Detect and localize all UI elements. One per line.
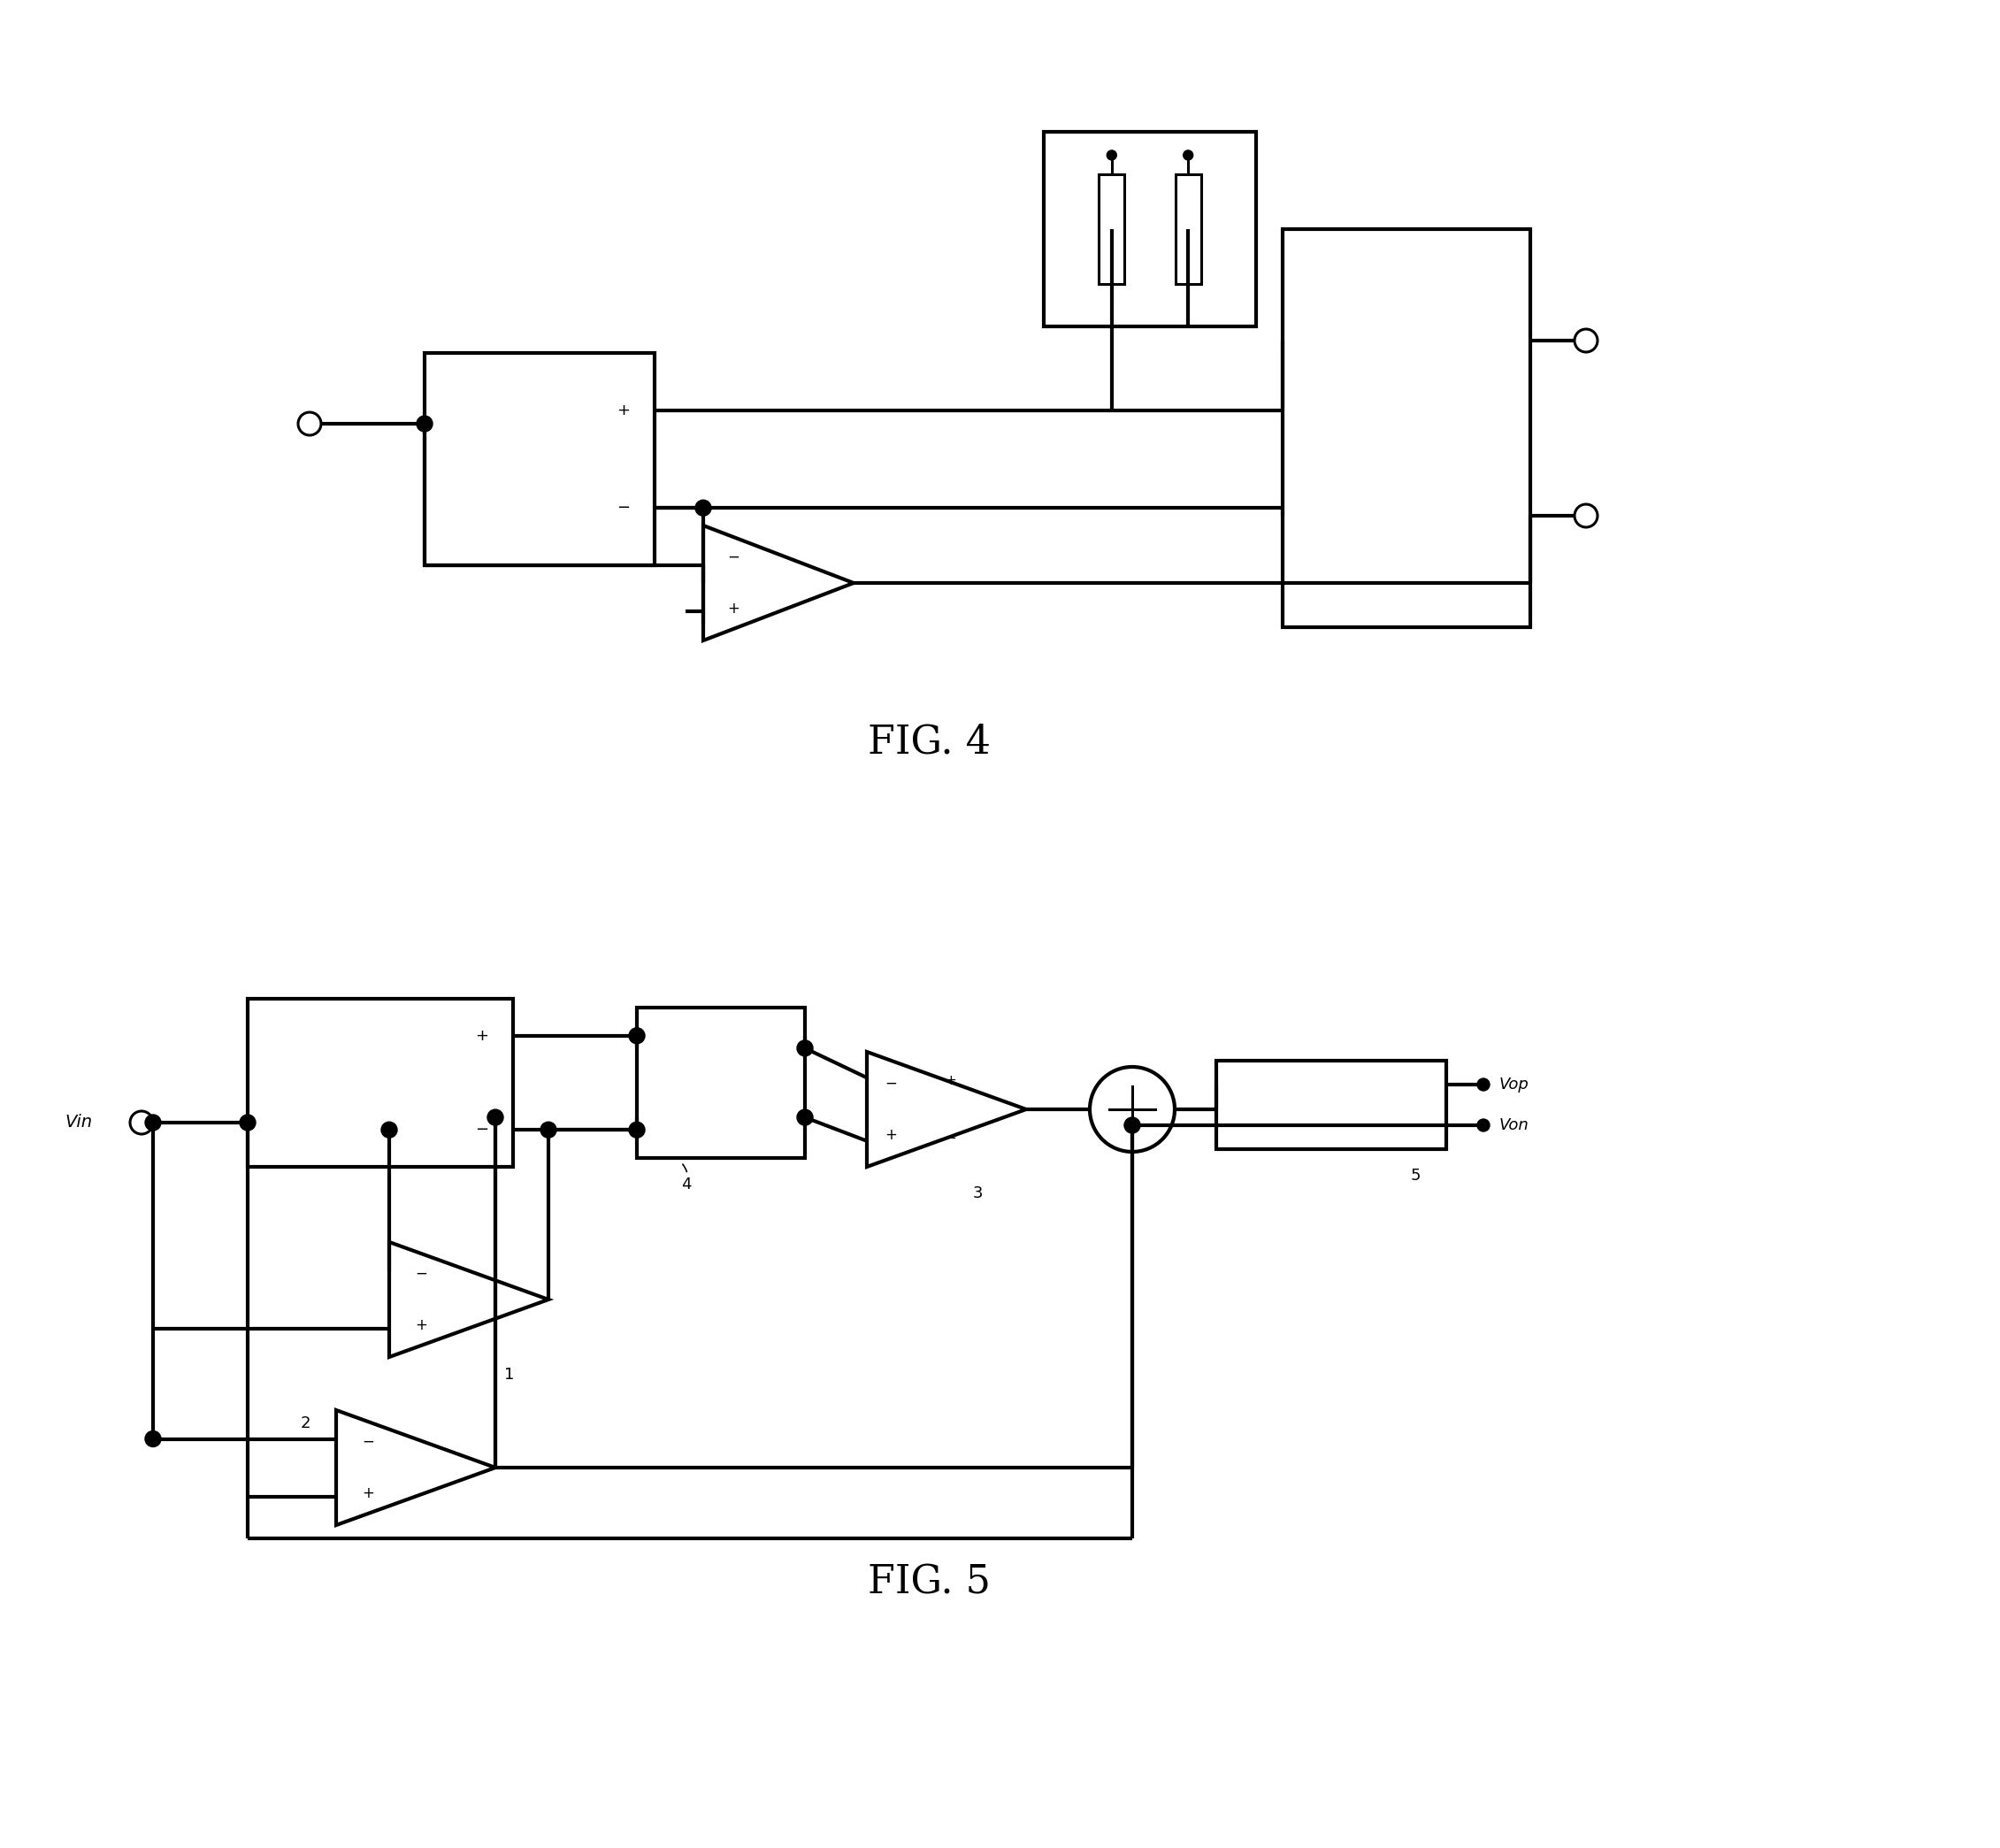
Text: −: −: [944, 1131, 956, 1144]
Text: +: +: [476, 1027, 488, 1044]
Text: 4: 4: [682, 1164, 692, 1192]
Text: +: +: [728, 601, 740, 617]
Text: +: +: [884, 1127, 896, 1144]
Bar: [1176, 174, 1200, 283]
Text: FIG. 4: FIG. 4: [868, 723, 990, 761]
Circle shape: [796, 1040, 812, 1057]
Text: Von: Von: [1500, 1118, 1530, 1133]
Text: 2: 2: [300, 1416, 310, 1432]
Text: −: −: [476, 1122, 488, 1138]
Bar: [1282, 229, 1530, 626]
Circle shape: [382, 1122, 398, 1138]
Circle shape: [146, 1114, 160, 1131]
Circle shape: [628, 1122, 644, 1138]
Text: 5: 5: [1410, 1168, 1422, 1183]
Text: −: −: [728, 549, 740, 565]
Text: +: +: [944, 1074, 956, 1087]
Text: +: +: [616, 403, 630, 418]
Bar: [1216, 1061, 1446, 1149]
Circle shape: [1478, 1079, 1490, 1090]
Circle shape: [1124, 1118, 1140, 1133]
Circle shape: [416, 416, 432, 432]
Circle shape: [1106, 150, 1116, 161]
Circle shape: [146, 1430, 160, 1447]
Text: 1: 1: [504, 1368, 514, 1382]
Text: 3: 3: [974, 1185, 984, 1201]
Bar: [248, 998, 514, 1166]
Circle shape: [1478, 1120, 1490, 1131]
Bar: [424, 353, 654, 565]
Text: +: +: [362, 1486, 374, 1501]
Text: −: −: [884, 1076, 896, 1092]
Text: Vin: Vin: [66, 1114, 92, 1131]
Text: −: −: [414, 1266, 428, 1283]
Bar: [636, 1007, 804, 1159]
Circle shape: [796, 1109, 812, 1125]
Bar: [1098, 174, 1124, 283]
Circle shape: [540, 1122, 556, 1138]
Text: FIG. 5: FIG. 5: [868, 1563, 990, 1602]
Text: +: +: [414, 1318, 428, 1334]
Text: −: −: [362, 1434, 374, 1449]
Bar: [1044, 131, 1256, 327]
Text: Vop: Vop: [1500, 1077, 1530, 1092]
Circle shape: [696, 501, 712, 516]
Circle shape: [1184, 150, 1194, 161]
Circle shape: [240, 1114, 256, 1131]
Text: −: −: [616, 501, 630, 516]
Circle shape: [628, 1027, 644, 1044]
Circle shape: [488, 1109, 504, 1125]
